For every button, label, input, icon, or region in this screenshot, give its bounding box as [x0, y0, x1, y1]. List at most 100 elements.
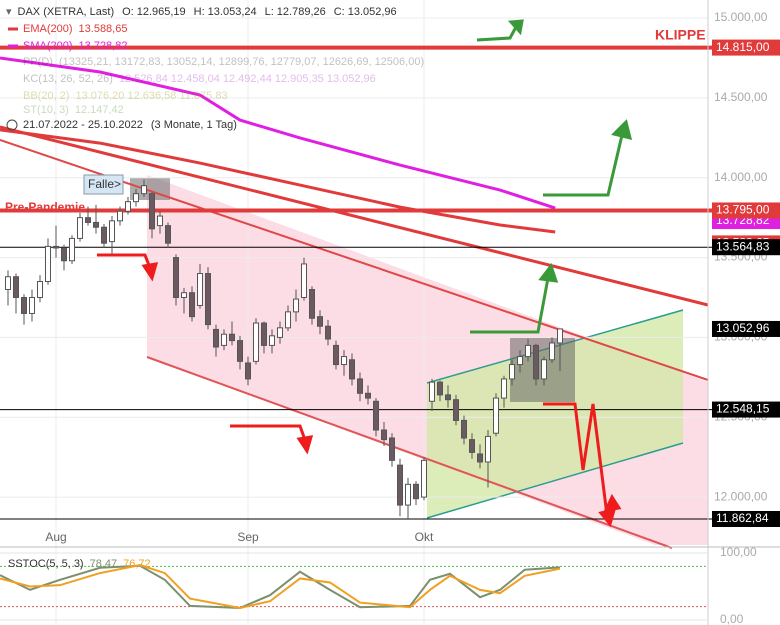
- y-tick-label: 15.000,00: [714, 10, 768, 24]
- candle-body: [141, 185, 147, 195]
- candle-body: [549, 342, 555, 361]
- candle-body: [173, 257, 179, 298]
- arrows-down: [97, 253, 622, 528]
- candle-body: [533, 344, 539, 380]
- legend-name: KC(13, 26, 52, 26): [23, 73, 113, 85]
- legend-value: 13.588,65: [79, 23, 128, 35]
- arrows-up: [470, 19, 633, 334]
- clock-icon: [6, 119, 18, 131]
- y-tick-label: 0,00: [720, 612, 744, 625]
- trend-line: [0, 125, 709, 307]
- quote-value: 12.965,19: [137, 6, 186, 18]
- legend-entry: PP(D) (13325,21, 13172,83, 13052,14, 1289…: [23, 56, 424, 68]
- price-tag: [712, 320, 780, 337]
- overlay-line: [0, 128, 556, 234]
- candle-body: [373, 400, 379, 431]
- price-tag-label: 11.862,84: [716, 511, 769, 525]
- candle-body: [485, 435, 491, 463]
- candle-body: [493, 397, 499, 434]
- title: DAX (XETRA, Last): [18, 6, 115, 18]
- candle-body: [277, 327, 283, 338]
- quote-value: 12.789,26: [277, 6, 326, 18]
- quote-value: 13.052,96: [348, 6, 397, 18]
- y-tick-label: 14.000,00: [714, 170, 768, 184]
- legend-value: 12.147,42: [75, 104, 124, 116]
- candle-body: [517, 356, 523, 366]
- legend-name: PP(D): [23, 56, 53, 68]
- quote-label: O:: [122, 6, 134, 18]
- candle-body: [157, 215, 163, 227]
- candle-body: [165, 225, 171, 244]
- candle-body: [133, 193, 139, 203]
- price-tag: [712, 401, 780, 418]
- candle-body: [325, 325, 331, 340]
- candle-body: [253, 322, 259, 362]
- period-text: (3 Monate, 1 Tag): [151, 119, 237, 131]
- trend-line: [146, 356, 673, 549]
- oscillator-value: 78,47: [90, 558, 118, 570]
- candle-body: [557, 328, 563, 344]
- overlay-line: [0, 56, 556, 210]
- candle-body: [349, 359, 355, 380]
- oscillator-legend: SSTOC(5, 5, 3) 78,47 76,72: [8, 558, 151, 570]
- candle-body: [333, 344, 339, 366]
- candle-body: [245, 362, 251, 380]
- price-tag: [712, 202, 780, 219]
- candle-body: [389, 437, 395, 461]
- candle-body: [261, 322, 267, 346]
- legend-name: EMA(200): [23, 23, 73, 35]
- date-range: 21.07.2022 - 25.10.2022 (3 Monate, 1 Tag): [23, 119, 237, 131]
- candle-body: [117, 210, 123, 222]
- legend-entry: BB(20, 2) 13.076,20 12.636,58 11.875,83: [23, 90, 228, 102]
- candle-body: [21, 296, 27, 314]
- candle-body: [5, 276, 11, 291]
- candle-body: [509, 364, 515, 380]
- up-channel-edge: [426, 442, 684, 519]
- candle-body: [397, 464, 403, 506]
- price-tag-label: 13.795,00: [716, 203, 770, 217]
- level-note: Pre-Pandemie: [5, 200, 85, 214]
- candle-body: [45, 245, 51, 283]
- candle-body: [381, 429, 387, 441]
- candle-body: [205, 273, 211, 326]
- legend-entry: KC(13, 26, 52, 26) 12.526,84 12.458,04 12…: [23, 73, 376, 85]
- candle-body: [445, 394, 451, 401]
- candle-body: [149, 193, 155, 230]
- candle-body: [221, 333, 227, 346]
- candle-body: [477, 453, 483, 463]
- candle-body: [301, 263, 307, 298]
- legend-value: 13.728,82: [79, 40, 128, 52]
- candle-body: [213, 328, 219, 348]
- date-range-text: 21.07.2022 - 25.10.2022: [23, 119, 143, 131]
- legend: ▾ DAX (XETRA, Last) O: 12.965,19 H: 13.053,24…: [6, 6, 424, 131]
- legend-value: 12.526,84 12.458,04 12.492,44 12.905,35 …: [119, 73, 376, 85]
- candle-body: [341, 356, 347, 366]
- candle-body: [53, 245, 59, 249]
- price-tag-label: 12.548,15: [716, 402, 770, 416]
- candle-body: [181, 292, 187, 298]
- candle-body: [365, 392, 371, 399]
- candle-body: [237, 340, 243, 362]
- candle-body: [29, 296, 35, 314]
- price-tag: [712, 39, 780, 56]
- candle-body: [77, 217, 83, 239]
- trap-label: Falle>: [88, 177, 121, 191]
- x-tick-label: Aug: [45, 530, 66, 544]
- candle-body: [13, 276, 19, 298]
- legend-value: 13.076,20 12.636,58 11.875,83: [75, 90, 227, 102]
- legend-value: (13325,21, 13172,83, 13052,14, 12899,76,…: [59, 56, 424, 68]
- candle-body: [269, 335, 275, 346]
- candle-body: [405, 483, 411, 506]
- candle-body: [429, 381, 435, 402]
- price-tag-label: 14.815,00: [716, 40, 770, 54]
- oscillator-line: [0, 564, 561, 609]
- candle-body: [125, 201, 131, 212]
- header: ▾ DAX (XETRA, Last) O: 12.965,19 H: 13.053,24…: [6, 6, 397, 18]
- candle-body: [93, 221, 99, 228]
- candle-body: [69, 237, 75, 262]
- legend-entry: EMA(200) 13.588,65: [23, 23, 127, 35]
- quote-value: 13.053,24: [208, 6, 257, 18]
- x-tick-label: Okt: [415, 530, 434, 544]
- candle-body: [85, 217, 91, 223]
